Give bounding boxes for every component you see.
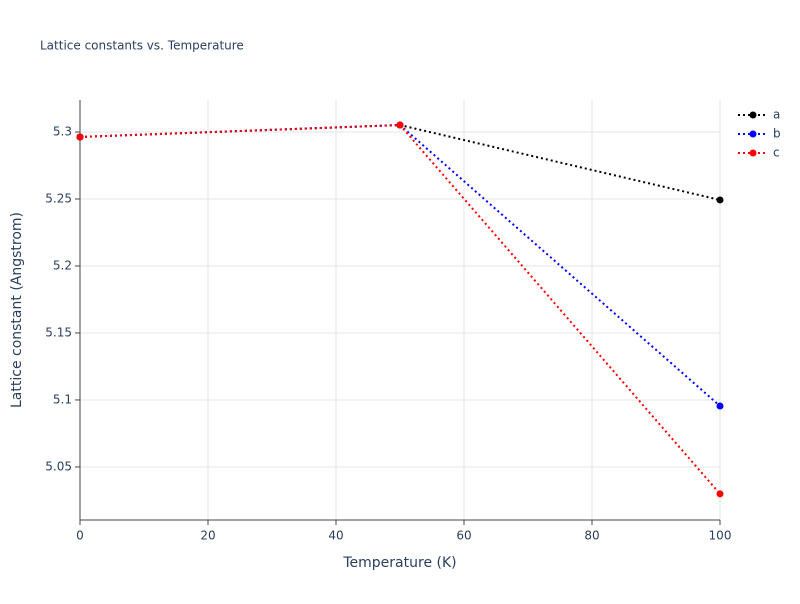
data-point — [716, 490, 724, 498]
y-tick-label: 5.2 — [53, 258, 72, 272]
x-tick-label: 80 — [584, 529, 599, 543]
legend-label: c — [773, 146, 780, 160]
x-tick-label: 100 — [709, 529, 732, 543]
x-tick-label: 0 — [76, 529, 84, 543]
y-tick-label: 5.1 — [53, 392, 72, 406]
y-tick-label: 5.15 — [45, 325, 72, 339]
x-tick-label: 60 — [456, 529, 471, 543]
y-tick-label: 5.25 — [45, 192, 72, 206]
x-tick-label: 40 — [328, 529, 343, 543]
legend-marker — [749, 130, 757, 138]
legend-label: a — [773, 108, 780, 122]
data-point — [76, 133, 84, 141]
x-axis-title: Temperature (K) — [342, 555, 456, 571]
series-line — [79, 124, 721, 495]
x-tick-label: 20 — [200, 529, 215, 543]
y-axis-title: Lattice constant (Angstrom) — [9, 212, 25, 408]
series-line — [79, 124, 721, 201]
data-point — [716, 196, 724, 204]
y-tick-label: 5.05 — [45, 459, 72, 473]
legend-marker — [749, 111, 757, 119]
data-point — [396, 121, 404, 129]
legend-label: b — [773, 127, 781, 141]
chart-title: Lattice constants vs. Temperature — [40, 39, 244, 53]
y-tick-label: 5.3 — [53, 125, 72, 139]
legend-marker — [749, 149, 757, 157]
data-point — [716, 402, 724, 410]
